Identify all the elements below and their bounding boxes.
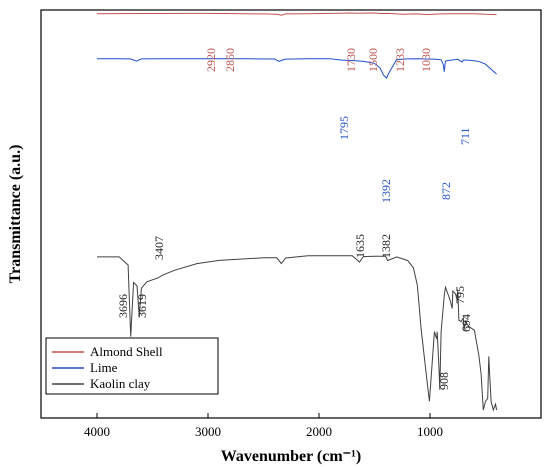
peak-label-1795: 1795 — [337, 116, 351, 140]
x-tick-label: 3000 — [195, 424, 221, 439]
peak-label-711: 711 — [458, 127, 472, 145]
peak-label-1382: 1382 — [379, 234, 393, 258]
peak-label-2850: 2850 — [223, 48, 237, 72]
peak-label-1233: 1233 — [393, 48, 407, 72]
peak-label-872: 872 — [439, 182, 453, 200]
x-tick-label: 2000 — [306, 424, 332, 439]
peak-label-908: 908 — [437, 372, 451, 390]
x-axis-title: Wavenumber (cm⁻¹) — [221, 448, 361, 465]
y-axis-title: Transmittance (a.u.) — [7, 145, 24, 284]
series-layer — [96, 12, 498, 412]
peak-label-1392: 1392 — [379, 179, 393, 203]
peak-label-1030: 1030 — [419, 48, 433, 72]
peak-label-795: 795 — [453, 286, 467, 304]
peak-label-3407: 3407 — [152, 236, 166, 260]
series-line-almond-shell — [96, 12, 497, 16]
x-tick-label: 1000 — [417, 424, 443, 439]
peak-label-1635: 1635 — [353, 234, 367, 258]
plot-frame — [40, 9, 542, 419]
legend-label-almond-shell: Almond Shell — [90, 344, 163, 359]
peak-label-694: 694 — [459, 314, 473, 332]
series-line-kaolin-clay — [97, 255, 498, 412]
legend: Almond Shell Lime Kaolin clay — [45, 337, 219, 395]
peak-label-3696: 3696 — [116, 294, 130, 318]
series-line-lime — [97, 58, 497, 79]
x-tick-label: 4000 — [84, 424, 110, 439]
legend-label-kaolin-clay: Kaolin clay — [90, 376, 151, 391]
peak-label-1500: 1500 — [366, 48, 380, 72]
legend-label-lime: Lime — [90, 360, 118, 375]
peak-annotations: 2920 2850 1730 1500 1233 1030 1795 1392 872 711 36… — [116, 48, 473, 390]
x-axis-ticks: 4000 3000 2000 1000 — [84, 413, 443, 439]
peak-label-2920: 2920 — [204, 48, 218, 72]
peak-label-3619: 3619 — [135, 294, 149, 318]
peak-label-1730: 1730 — [344, 48, 358, 72]
